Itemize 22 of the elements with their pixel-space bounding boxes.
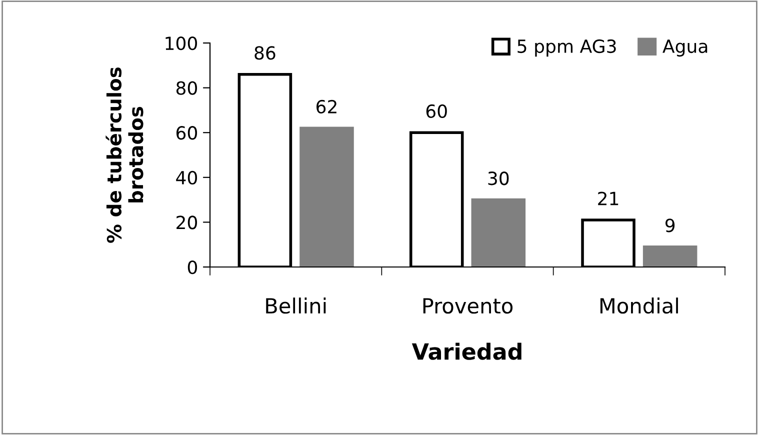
data-label: 30 <box>488 172 509 186</box>
y-tick-label: 20 <box>176 216 197 230</box>
x-tick-label: Mondial <box>600 298 678 314</box>
bar <box>642 245 698 267</box>
legend-label: 5 ppm AG3 <box>518 39 616 57</box>
data-label: 21 <box>598 192 618 206</box>
x-tick-label: Provento <box>423 298 513 314</box>
y-tick-label: 100 <box>166 36 197 50</box>
data-label: 62 <box>316 100 336 114</box>
bar <box>471 198 526 267</box>
y-tick-label: 80 <box>176 81 197 95</box>
bar <box>300 126 354 267</box>
legend-label: Agua <box>662 40 708 57</box>
y-tick-label: 40 <box>176 170 197 185</box>
y-tick-label: 0 <box>188 260 197 274</box>
data-label: 9 <box>665 218 675 232</box>
x-tick-label: Bellini <box>266 298 326 314</box>
y-axis-title: % de tubérculos brotados <box>106 67 144 243</box>
data-label: 86 <box>254 46 276 60</box>
data-label: 60 <box>426 104 447 118</box>
y-tick-label: 60 <box>176 126 197 140</box>
x-axis-title: Variedad <box>412 342 522 360</box>
